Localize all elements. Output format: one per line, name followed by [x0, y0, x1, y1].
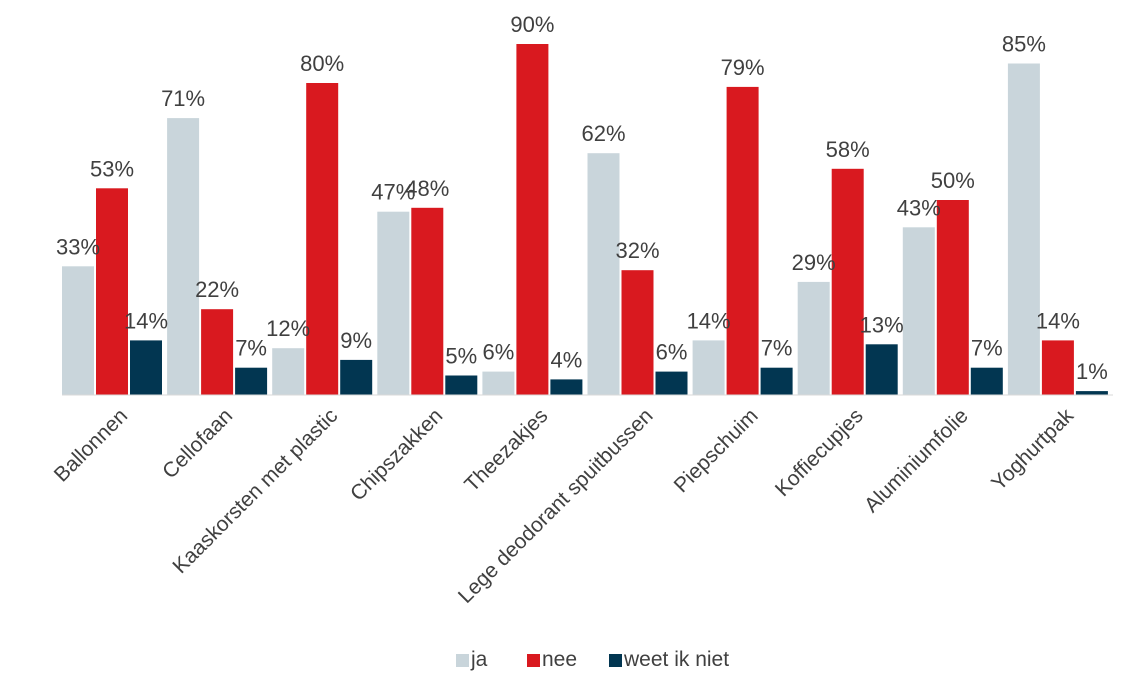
value-label-nee-aluminiumfolie: 50%: [931, 168, 975, 193]
category-label-yoghurtpak: Yoghurtpak: [987, 404, 1078, 495]
bar-weet-ik-niet-theezakjes: [550, 379, 583, 395]
legend: ja nee weet ik niet: [456, 648, 729, 671]
bar-ja-theezakjes: [482, 371, 515, 395]
bar-nee-koffiecupjes: [831, 168, 864, 395]
bar-ja-ballonnen: [62, 266, 94, 395]
value-label-ja-aluminiumfolie: 43%: [897, 195, 941, 220]
value-label-weet-ik-niet-ballonnen: 14%: [124, 308, 168, 333]
bar-nee-ballonnen: [96, 188, 128, 395]
legend-label-ja: ja: [470, 648, 488, 671]
bar-ja-kaaskorsten-met-plastic: [272, 348, 305, 395]
bar-nee-piepschuim: [726, 86, 759, 396]
value-label-weet-ik-niet-piepschuim: 7%: [761, 336, 793, 361]
value-label-ja-chipszakken: 47%: [371, 180, 415, 205]
value-label-weet-ik-niet-chipszakken: 5%: [445, 344, 477, 369]
bar-ja-chipszakken: [377, 211, 410, 395]
bar-weet-ik-niet-ballonnen: [130, 340, 162, 395]
value-label-nee-chipszakken: 48%: [405, 176, 449, 201]
bar-weet-ik-niet-cellofaan: [235, 367, 268, 395]
category-label-theezakjes: Theezakjes: [460, 404, 552, 496]
value-label-nee-ballonnen: 53%: [90, 156, 134, 181]
category-label-ballonnen: Ballonnen: [50, 404, 132, 486]
bar-weet-ik-niet-kaaskorsten-met-plastic: [340, 359, 373, 395]
legend-swatch-weet-ik-niet: [609, 654, 622, 667]
bar-ja-yoghurtpak: [1007, 63, 1040, 395]
bar-ja-lege-deodorant-spuitbussen: [587, 153, 620, 395]
value-label-ja-piepschuim: 14%: [687, 308, 731, 333]
value-labels-layer: 33%53%14%71%22%7%12%80%9%47%48%5% 6%90%4%…: [56, 12, 1108, 384]
value-label-weet-ik-niet-aluminiumfolie: 7%: [971, 336, 1003, 361]
category-label-piepschuim: Piepschuim: [670, 404, 763, 497]
value-label-weet-ik-niet-lege-deodorant-spuitbussen: 6%: [656, 340, 688, 365]
bars-layer: [62, 44, 1108, 396]
value-label-ja-lege-deodorant-spuitbussen: 62%: [581, 121, 625, 146]
value-label-weet-ik-niet-koffiecupjes: 13%: [860, 312, 904, 337]
bar-weet-ik-niet-yoghurtpak: [1075, 391, 1108, 395]
value-label-nee-theezakjes: 90%: [510, 12, 554, 37]
value-label-nee-lege-deodorant-spuitbussen: 32%: [615, 238, 659, 263]
value-label-nee-kaaskorsten-met-plastic: 80%: [300, 51, 344, 76]
value-label-nee-piepschuim: 79%: [721, 55, 765, 80]
bar-weet-ik-niet-chipszakken: [445, 375, 478, 395]
bar-nee-yoghurtpak: [1041, 340, 1074, 395]
value-label-ja-kaaskorsten-met-plastic: 12%: [266, 316, 310, 341]
bar-nee-theezakjes: [516, 44, 549, 395]
bar-ja-piepschuim: [692, 340, 725, 395]
category-label-chipszakken: Chipszakken: [346, 404, 447, 505]
value-label-ja-ballonnen: 33%: [56, 234, 100, 259]
bar-nee-lege-deodorant-spuitbussen: [621, 270, 654, 395]
bar-nee-cellofaan: [201, 309, 234, 395]
legend-label-nee: nee: [542, 648, 577, 671]
value-label-weet-ik-niet-yoghurtpak: 1%: [1076, 359, 1108, 384]
legend-label-weet-ik-niet: weet ik niet: [623, 648, 729, 671]
bar-ja-koffiecupjes: [797, 281, 830, 395]
value-label-nee-yoghurtpak: 14%: [1036, 308, 1080, 333]
bar-nee-aluminiumfolie: [936, 200, 969, 395]
bar-weet-ik-niet-aluminiumfolie: [970, 367, 1003, 395]
value-label-ja-cellofaan: 71%: [161, 86, 205, 111]
value-label-ja-yoghurtpak: 85%: [1002, 32, 1046, 57]
value-label-nee-cellofaan: 22%: [195, 277, 239, 302]
category-label-cellofaan: Cellofaan: [158, 404, 237, 483]
category-label-aluminiumfolie: Aluminiumfolie: [860, 404, 973, 517]
value-label-ja-koffiecupjes: 29%: [792, 250, 836, 275]
legend-swatch-ja: [456, 654, 469, 667]
bar-weet-ik-niet-piepschuim: [760, 367, 793, 395]
bar-nee-chipszakken: [411, 207, 444, 395]
legend-swatch-nee: [527, 654, 540, 667]
category-label-lege-deodorant-spuitbussen: Lege deodorant spuitbussen: [454, 404, 658, 608]
value-label-weet-ik-niet-theezakjes: 4%: [551, 347, 583, 372]
value-label-weet-ik-niet-kaaskorsten-met-plastic: 9%: [340, 328, 372, 353]
category-label-koffiecupjes: Koffiecupjes: [771, 404, 868, 501]
bar-nee-kaaskorsten-met-plastic: [306, 83, 339, 395]
value-label-nee-koffiecupjes: 58%: [826, 137, 870, 162]
bar-ja-aluminiumfolie: [902, 227, 935, 395]
bar-weet-ik-niet-lege-deodorant-spuitbussen: [655, 371, 688, 395]
bar-weet-ik-niet-koffiecupjes: [865, 344, 898, 395]
value-label-weet-ik-niet-cellofaan: 7%: [235, 336, 267, 361]
value-label-ja-theezakjes: 6%: [483, 340, 515, 365]
bar-ja-cellofaan: [167, 118, 200, 395]
